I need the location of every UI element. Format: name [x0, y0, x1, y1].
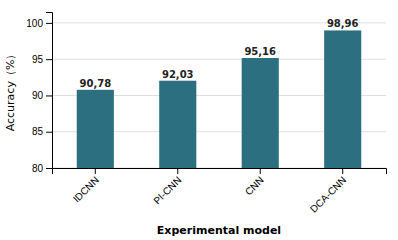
y-axis-title: Accuracy（%）	[4, 49, 17, 132]
x-tick-mark	[95, 168, 96, 174]
x-tick: PI-CNN	[151, 168, 183, 207]
y-tick-mark	[46, 23, 52, 24]
y-tick-mark	[46, 168, 52, 169]
data-labels: 90,78 92,03 95,16 98,96	[79, 18, 358, 88]
x-axis-line	[53, 169, 387, 175]
bar	[77, 90, 114, 168]
y-tick-label: 85	[32, 126, 44, 137]
data-label: 90,78	[79, 78, 111, 89]
data-label: 98,96	[327, 18, 359, 29]
bar	[159, 81, 196, 168]
y-tick-mark	[46, 132, 52, 133]
bar	[242, 58, 279, 168]
y-tick-label: 100	[26, 18, 43, 29]
x-tick-label: PI-CNN	[151, 174, 183, 206]
bar	[324, 30, 361, 168]
x-tick: CNN	[243, 168, 266, 197]
x-tick-label: DCA-CNN	[308, 174, 348, 214]
y-tick-mark	[46, 95, 52, 96]
plot: 80 85 90 95 100 IDCNN PI-CNN CNN DCA-CNN 90,78 92,…	[26, 13, 386, 215]
x-tick-mark	[260, 168, 261, 174]
y-axis: 80 85 90 95 100	[26, 13, 52, 174]
y-tick-mark	[46, 59, 52, 60]
x-tick: DCA-CNN	[308, 168, 348, 215]
y-tick: 95	[32, 54, 52, 65]
x-axis-title: Experimental model	[157, 224, 281, 237]
y-tick-label: 80	[32, 163, 44, 174]
bars	[77, 30, 362, 168]
x-axis: IDCNN PI-CNN CNN DCA-CNN	[53, 168, 387, 215]
data-label: 95,16	[244, 46, 276, 57]
x-tick-label: CNN	[243, 174, 266, 197]
y-tick: 80	[32, 163, 52, 174]
y-tick: 100	[26, 18, 52, 29]
y-tick: 85	[32, 126, 52, 137]
chart: 80 85 90 95 100 IDCNN PI-CNN CNN DCA-CNN 90,78 92,…	[0, 0, 398, 240]
grid	[52, 23, 386, 168]
x-tick-mark	[342, 168, 343, 174]
x-tick-label: IDCNN	[71, 174, 101, 204]
y-tick-label: 90	[32, 90, 44, 101]
x-tick: IDCNN	[71, 168, 101, 205]
y-tick-label: 95	[32, 54, 44, 65]
x-tick-mark	[177, 168, 178, 174]
y-tick: 90	[32, 90, 52, 101]
data-label: 92,03	[162, 69, 194, 80]
y-axis-line	[46, 13, 53, 169]
